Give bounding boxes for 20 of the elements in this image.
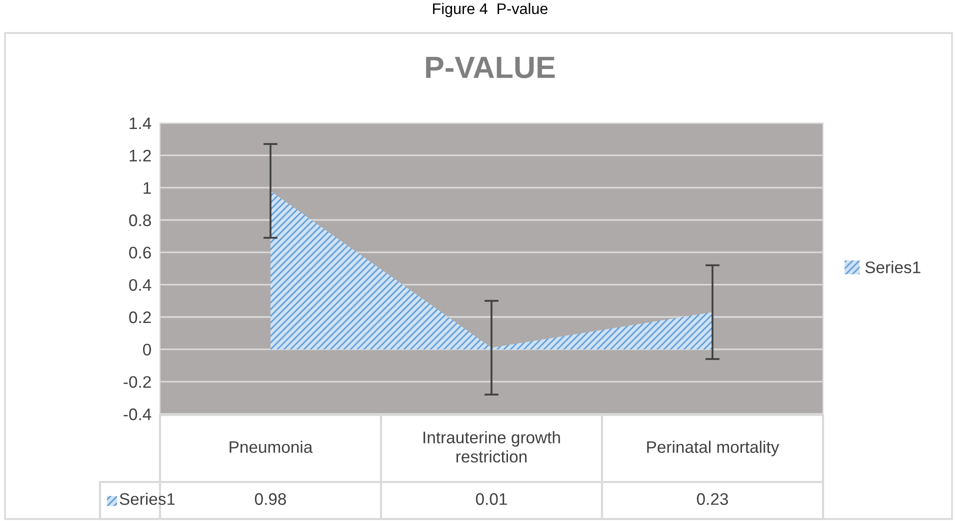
y-tick-label: 0.8 bbox=[129, 214, 151, 226]
y-tick-label: 0.6 bbox=[129, 246, 151, 259]
text: Series1 bbox=[120, 492, 175, 505]
y-tick-label: 1.2 bbox=[130, 150, 151, 162]
y-tick-label: -0.4 bbox=[124, 408, 152, 420]
y-tick-label: 0 bbox=[143, 344, 152, 356]
y-tick-label: 0.2 bbox=[129, 311, 151, 324]
data-label: 0.23 bbox=[696, 493, 728, 505]
y-tick-label: 1.4 bbox=[130, 118, 152, 130]
caption: Figure 4 P-value bbox=[433, 2, 548, 18]
x-tick-label: Perinatal mortality bbox=[647, 440, 780, 456]
legend-label: Series1 bbox=[865, 261, 920, 274]
data-label: 0.98 bbox=[254, 493, 286, 505]
y-tick-label: 0.4 bbox=[129, 279, 152, 291]
x-tick-label: Intrauterine growth restriction bbox=[424, 431, 560, 463]
chart-title: P-VALUE bbox=[426, 56, 555, 78]
y-tick-label: -0.2 bbox=[124, 376, 151, 388]
y-tick-label: 1 bbox=[144, 182, 151, 194]
x-tick-label: Pneumonia bbox=[230, 440, 313, 453]
data-label: 0.01 bbox=[476, 493, 507, 505]
